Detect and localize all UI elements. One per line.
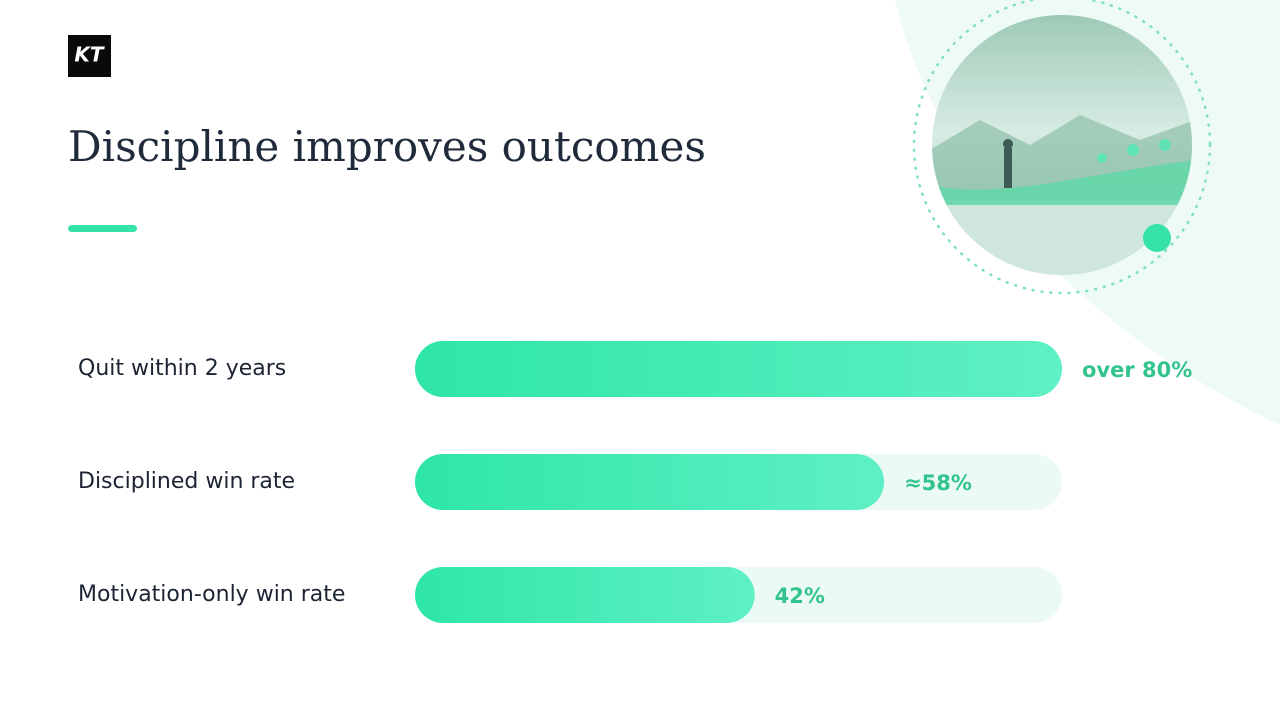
dotted-ring <box>912 0 1212 295</box>
logo-text: KT <box>74 43 104 67</box>
value-label: ≈58% <box>904 471 972 495</box>
title-underline <box>68 225 137 232</box>
category-label: Quit within 2 years <box>78 356 286 381</box>
bar <box>415 567 755 623</box>
bar <box>415 454 885 510</box>
logo <box>68 35 111 77</box>
accent-dot <box>1143 224 1171 252</box>
category-label: Disciplined win rate <box>78 469 295 494</box>
value-label: 42% <box>775 584 825 608</box>
bar <box>415 341 1062 397</box>
value-label: over 80% <box>1082 358 1192 382</box>
chart-title: Discipline improves outcomes <box>68 122 706 171</box>
category-label: Motivation-only win rate <box>78 582 345 607</box>
